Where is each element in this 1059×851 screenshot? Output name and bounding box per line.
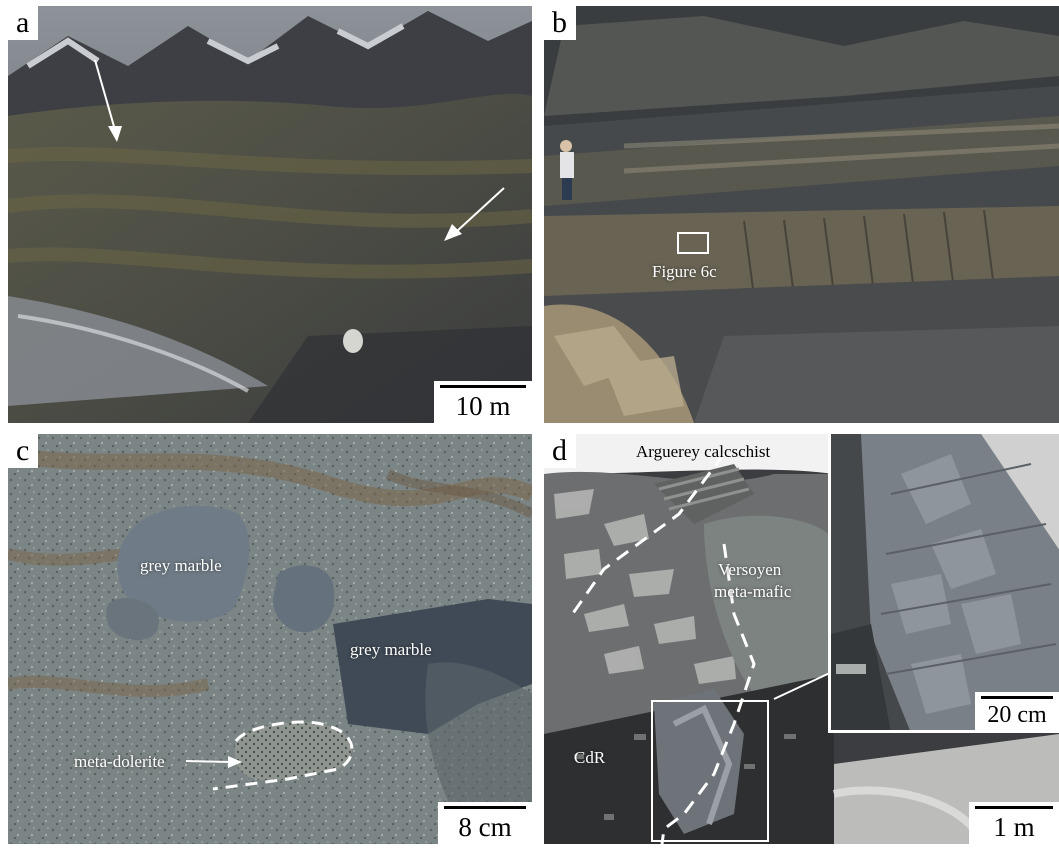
- scale-label: 10 m: [455, 391, 511, 421]
- meta-mafic-label: meta-mafic: [714, 582, 792, 601]
- scale-bar: 10 m: [434, 381, 532, 423]
- photo-breccia-surface: [8, 434, 532, 844]
- figure-6c-box: [677, 232, 709, 254]
- panel-a: a 10 m: [8, 6, 532, 423]
- scale-bar-line: [440, 385, 526, 388]
- panel-c: grey marble grey marble meta-dolerite c …: [8, 434, 532, 844]
- grey-marble-label: grey marble: [140, 556, 222, 575]
- arguerey-calcschist-label: Arguerey calcschist: [636, 442, 771, 461]
- arrow-icon: [185, 756, 242, 768]
- scale-label: 1 m: [993, 812, 1035, 842]
- meta-dolerite-label: meta-dolerite: [74, 752, 165, 771]
- photo-outcrop-wall: [544, 6, 1059, 423]
- scale-bar-line: [975, 806, 1053, 809]
- figure-6c-label: Figure 6c: [652, 262, 717, 281]
- panel-letter: b: [544, 6, 576, 40]
- photo-alpine-slope: [8, 6, 532, 423]
- panel-letter: c: [8, 434, 39, 468]
- scale-bar-line: [444, 806, 526, 809]
- scale-bar: 1 m: [969, 802, 1059, 844]
- inset-box: [651, 700, 769, 842]
- scale-label: 8 cm: [458, 812, 512, 842]
- panel-letter: a: [8, 6, 39, 40]
- panel-letter: d: [544, 434, 576, 468]
- scale-bar: 8 cm: [438, 802, 532, 844]
- arrow-icon: [94, 59, 122, 142]
- panel-d: 20 cm Arguerey calcschist Versoyen meta-…: [544, 434, 1059, 844]
- cdr-label: CdR: [574, 748, 606, 767]
- inset-photo: 20 cm: [828, 434, 1059, 733]
- scale-label: 20 cm: [987, 702, 1047, 728]
- arrow-icon: [444, 187, 505, 241]
- panel-b: Figure 6c b: [544, 6, 1059, 423]
- versoyen-label: Versoyen: [718, 560, 782, 579]
- scale-bar: 20 cm: [975, 692, 1059, 730]
- scale-bar-line: [981, 696, 1053, 699]
- inset-photo-rock: [831, 434, 1059, 730]
- grey-marble-label: grey marble: [350, 640, 432, 659]
